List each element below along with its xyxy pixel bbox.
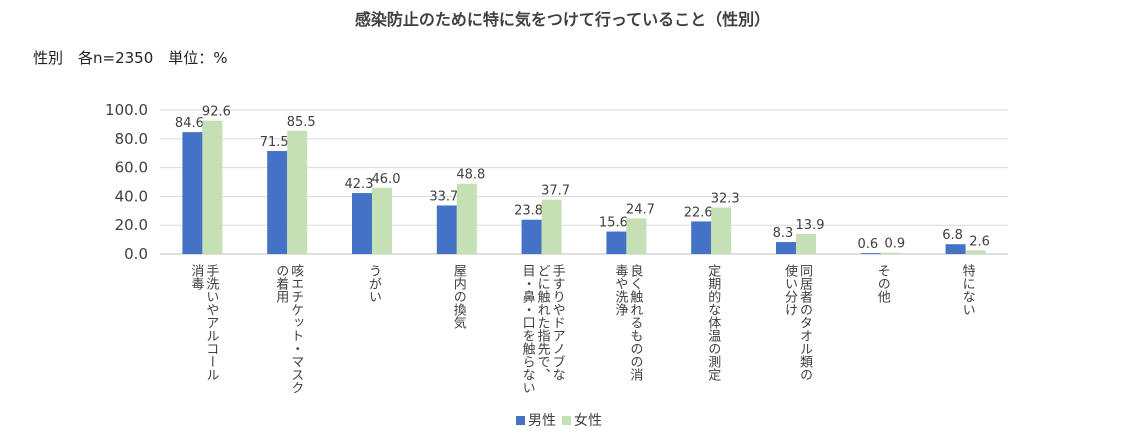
- category-label: 良く触れるものの消 毒や洗浄: [612, 264, 643, 381]
- data-label-male: 8.3: [773, 226, 794, 241]
- y-tick-label: 0.0: [124, 245, 148, 263]
- legend-label-male: 男性: [528, 413, 556, 429]
- bar-female: [456, 183, 477, 254]
- bar-male: [691, 221, 712, 254]
- category-label: 同居者のタオル類の 使い分け: [782, 264, 812, 381]
- category-label: 特にない: [959, 264, 975, 316]
- data-label-male: 23.8: [514, 204, 543, 219]
- data-label-female: 48.8: [456, 168, 485, 183]
- bar-male: [352, 193, 372, 254]
- data-label-female: 46.0: [372, 172, 401, 187]
- y-tick-label: 80.0: [115, 130, 148, 148]
- chart-title: 感染防止のために特に気をつけて行っていること（性別）: [354, 10, 771, 29]
- legend-swatch-male: [516, 415, 525, 425]
- bar-female: [287, 130, 308, 254]
- bar-female: [711, 207, 732, 254]
- bar-male: [436, 205, 457, 254]
- y-tick-label: 60.0: [115, 159, 148, 177]
- data-label-male: 33.7: [429, 189, 458, 204]
- y-tick-label: 20.0: [115, 216, 148, 234]
- legend-swatch-female: [562, 415, 571, 425]
- bar-male: [182, 132, 203, 254]
- bar-female: [202, 120, 223, 254]
- data-label-male: 0.6: [857, 237, 878, 252]
- data-label-female: 24.7: [626, 202, 655, 217]
- data-label-female: 92.6: [202, 105, 231, 120]
- data-label-male: 6.8: [942, 228, 963, 243]
- bar-male: [606, 231, 627, 254]
- data-label-male: 42.3: [345, 177, 374, 192]
- chart-note: 性別 各n=2350 単位：%: [33, 49, 228, 67]
- data-label-male: 71.5: [260, 135, 289, 150]
- y-tick-label: 100.0: [105, 101, 148, 119]
- category-label: 手洗いやアルコール 消毒: [188, 264, 219, 381]
- category-label: 咳エチケット・マスク の着用: [273, 264, 304, 394]
- data-label-female: 2.6: [969, 234, 990, 249]
- data-label-male: 15.6: [599, 216, 628, 231]
- legend: 男性 女性: [516, 410, 602, 430]
- bar-female: [372, 187, 392, 254]
- bar-male: [267, 151, 288, 254]
- legend-label-female: 女性: [574, 413, 602, 429]
- data-label-female: 37.7: [541, 184, 570, 199]
- legend-item-female: 女性: [562, 410, 602, 430]
- data-label-female: 0.9: [884, 237, 905, 252]
- category-label: 手すりやドアノブな どに触れた指先で、 目・鼻・口を触らない: [519, 264, 565, 394]
- bar-female: [626, 218, 647, 254]
- bar-male: [776, 242, 796, 254]
- data-label-male: 22.6: [684, 205, 713, 220]
- category-label: 屋内の換気: [450, 264, 466, 329]
- bar-male: [945, 244, 966, 254]
- data-label-female: 13.9: [796, 218, 825, 233]
- legend-item-male: 男性: [516, 410, 556, 430]
- bar-female: [541, 199, 562, 254]
- category-label: その他: [874, 264, 890, 303]
- bar-female: [965, 250, 986, 254]
- bar-male: [860, 253, 881, 254]
- data-label-female: 85.5: [287, 115, 316, 130]
- category-label: 定期的な体温の測定: [705, 264, 721, 381]
- data-label-female: 32.3: [711, 191, 740, 206]
- data-label-male: 84.6: [175, 116, 204, 131]
- bar-female: [880, 252, 901, 254]
- bar-male: [521, 219, 542, 254]
- bar-female: [796, 233, 816, 254]
- y-tick-label: 40.0: [115, 187, 148, 205]
- category-label: うがい: [366, 264, 381, 303]
